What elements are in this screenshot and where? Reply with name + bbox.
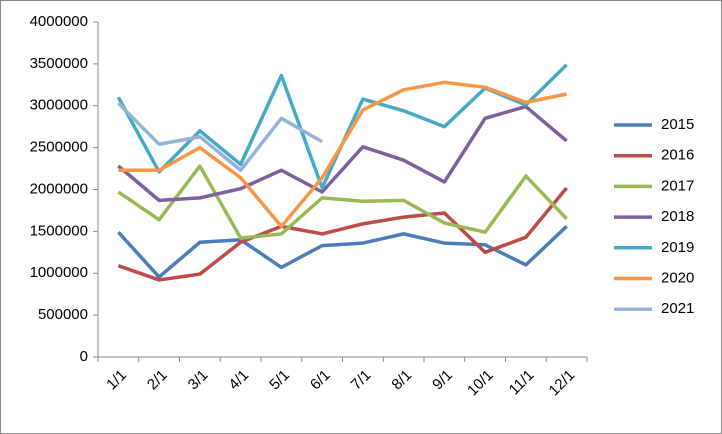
y-tick-label: 1500000 — [30, 222, 88, 239]
series-line — [117, 186, 568, 282]
y-tick-label: 2500000 — [30, 139, 88, 156]
legend-label: 2018 — [661, 208, 694, 225]
y-tick-label: 3500000 — [30, 55, 88, 72]
legend-label: 2016 — [661, 147, 694, 164]
legend-label: 2020 — [661, 269, 694, 286]
y-tick-label: 1000000 — [30, 264, 88, 281]
y-tick-label: 500000 — [38, 306, 88, 323]
legend-label: 2021 — [661, 300, 694, 317]
series-line — [117, 104, 568, 203]
y-tick-label: 4000000 — [30, 13, 88, 30]
series-line — [117, 102, 323, 172]
y-tick-label: 0 — [80, 348, 88, 365]
series-line — [118, 80, 567, 229]
y-tick-label: 3000000 — [30, 97, 88, 114]
legend-label: 2017 — [661, 177, 694, 194]
y-tick-label: 2000000 — [30, 180, 88, 197]
series-line — [117, 164, 568, 240]
legend-label: 2015 — [661, 116, 694, 133]
legend-label: 2019 — [661, 239, 694, 256]
